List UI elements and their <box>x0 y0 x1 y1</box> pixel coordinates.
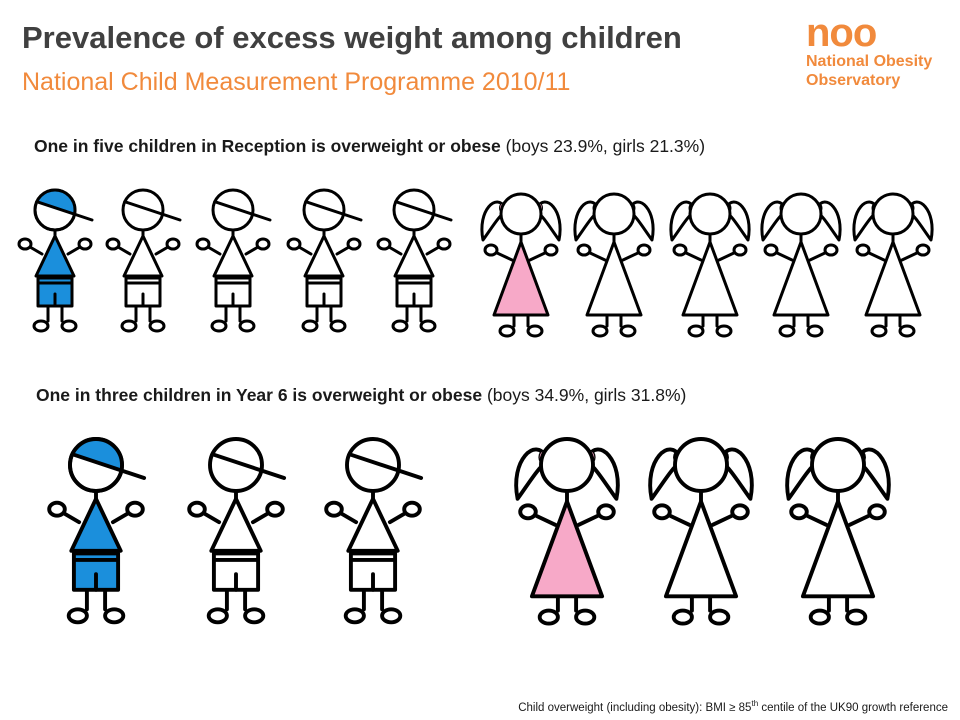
footnote-text-end: centile of the UK90 growth reference <box>758 701 948 714</box>
boy-figure <box>105 188 182 333</box>
reception-caption: One in five children in Reception is ove… <box>34 136 705 157</box>
page-subtitle: National Child Measurement Programme 201… <box>22 68 571 96</box>
girl-figure <box>648 437 754 626</box>
boy-figure <box>286 188 363 333</box>
reception-caption-bold: One in five children in Reception is ove… <box>34 136 501 156</box>
year6-caption-values: (boys 34.9%, girls 31.8%) <box>482 385 687 405</box>
girl-figure-highlighted <box>514 437 620 626</box>
logo-mark: noo <box>806 11 877 55</box>
girl-figure-highlighted <box>480 192 562 338</box>
boy-figure <box>324 437 424 625</box>
reception-caption-values: (boys 23.9%, girls 21.3%) <box>500 136 706 156</box>
girl-figure <box>852 192 934 338</box>
boy-figure <box>376 188 453 333</box>
footnote-superscript: th <box>751 699 759 708</box>
boy-figure <box>195 188 272 333</box>
noo-logo: noo National Obesity Observatory <box>806 11 946 90</box>
boy-figure <box>187 437 287 625</box>
logo-line-1: National Obesity <box>806 53 933 70</box>
girl-figure <box>785 437 891 626</box>
logo-line-2: Observatory <box>806 72 901 89</box>
boy-figure-highlighted <box>17 188 94 333</box>
girl-figure <box>573 192 655 338</box>
page-title: Prevalence of excess weight among childr… <box>22 20 682 55</box>
year6-caption-bold: One in three children in Year 6 is overw… <box>36 385 483 405</box>
girl-figure <box>669 192 751 338</box>
girl-figure <box>760 192 842 338</box>
year6-caption: One in three children in Year 6 is overw… <box>36 385 686 406</box>
footnote-text: Child overweight (including obesity): BM… <box>518 701 752 714</box>
boy-figure-highlighted <box>47 437 147 625</box>
footnote: Child overweight (including obesity): BM… <box>518 699 948 714</box>
